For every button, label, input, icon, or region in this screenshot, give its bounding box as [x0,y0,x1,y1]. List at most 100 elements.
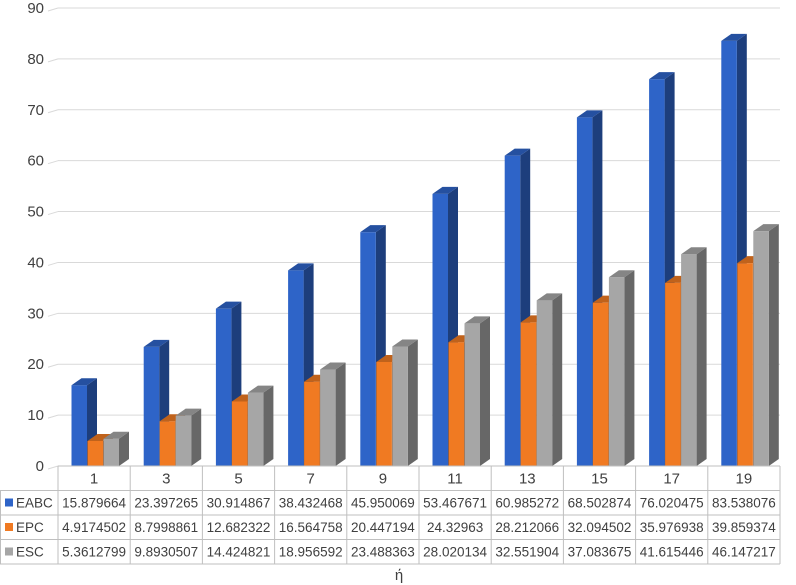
x-tick-label: 19 [736,471,753,488]
bar-top [71,378,97,386]
bar-top [175,408,202,416]
bar-front [536,300,553,466]
x-tick-label: 13 [519,471,536,488]
bar-front [175,415,192,466]
data-label: 46.147217 [712,545,776,560]
gridline-depth [47,58,59,63]
bar-top [576,110,603,118]
legend-key-eabc [5,498,13,507]
bar-top [753,224,779,232]
gridline-depth [47,414,59,419]
data-label: 12.682322 [207,520,271,535]
bar-front [504,155,521,467]
y-tick-label: 70 [27,102,44,119]
data-label: 9.8930507 [134,545,198,560]
data-label: 68.502874 [568,496,632,511]
bar-front [464,323,480,466]
bar-front [288,270,304,466]
data-label: 23.488363 [351,545,415,560]
gridline-depth [47,312,59,317]
bar-esc-1 [103,431,129,466]
bar-top [247,385,274,393]
bar-esc-7 [320,362,346,466]
y-tick-label: 0 [36,458,44,475]
bar-front [753,231,769,466]
bar-front [576,117,593,466]
x-tick-label: 17 [663,471,680,488]
bar-front [592,302,609,466]
data-label: 8.7998861 [134,520,198,535]
data-label: 83.538076 [712,496,776,511]
bar-front [103,438,119,466]
bar-eabc-1 [71,378,97,466]
bar-top [103,431,129,439]
bar-top [464,316,490,324]
bar-front [159,421,176,466]
data-label: 24.32963 [427,520,483,535]
bar-side [624,270,635,466]
bar-side [335,362,346,466]
bar-top [432,186,458,194]
legend-label-epc: EPC [16,520,44,535]
bar-front [681,254,697,466]
gridline-depth [47,465,59,470]
bar-front [432,193,448,466]
data-label: 37.083675 [568,545,632,560]
bar-top [320,362,346,370]
gridline-depth [47,363,59,368]
bar-front [231,401,248,466]
y-tick-label: 90 [27,0,44,17]
data-label: 23.397265 [134,496,198,511]
gridline-depth [47,160,59,165]
data-label: 53.467671 [423,496,487,511]
bar-top [360,225,386,233]
data-label: 28.212066 [495,520,559,535]
bar-front [665,282,681,466]
bar-front [71,385,87,466]
legend-label-eabc: EABC [16,496,53,511]
bar-front [143,346,160,466]
bar-esc-5 [247,385,274,466]
bar-top [608,270,635,278]
legend-label-esc: ESC [16,545,44,560]
x-tick-label: 9 [379,471,387,488]
bar-front [247,392,264,466]
bar-front [721,40,737,467]
bar-esc-19 [753,224,779,466]
x-tick-label: 5 [234,471,242,488]
data-label: 30.914867 [207,496,271,511]
bar-top [536,293,563,301]
bar-top [87,433,113,441]
gridline-depth [47,7,59,12]
x-tick-label: 3 [162,471,170,488]
bar-front [392,346,408,466]
y-tick-label: 20 [27,356,44,373]
bar-top [721,33,747,41]
bar-top [215,301,242,309]
bar-front [649,79,665,466]
bar-esc-15 [608,270,635,466]
x-tick-label: 1 [90,471,98,488]
data-label: 38.432468 [279,496,343,511]
data-label: 14.424821 [207,545,271,560]
data-label: 39.859374 [712,520,776,535]
y-tick-label: 10 [27,407,44,424]
data-label: 5.3612799 [62,545,126,560]
data-label: 32.094502 [568,520,632,535]
bar-top [288,263,314,271]
data-label: 76.020475 [640,496,704,511]
data-label: 32.551904 [495,545,559,560]
data-label: 45.950069 [351,496,415,511]
data-label: 28.020134 [423,545,487,560]
bar-front [87,440,103,466]
bar-side [263,385,274,466]
bar-front [520,322,537,466]
bar-side [696,247,707,466]
legend-key-epc [5,523,13,531]
data-label: 41.615446 [640,545,704,560]
bar-side [480,316,490,466]
bar-side [407,339,418,466]
data-label: 4.9174502 [62,520,126,535]
